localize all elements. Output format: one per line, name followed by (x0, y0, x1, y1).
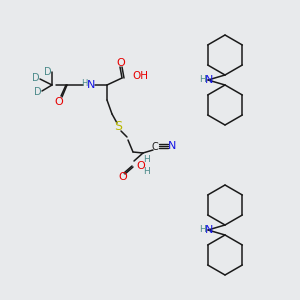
Text: C: C (152, 142, 158, 152)
Text: H: H (81, 79, 87, 88)
Text: D: D (44, 67, 52, 77)
Text: N: N (205, 225, 213, 235)
Text: D: D (34, 87, 42, 97)
Text: O: O (55, 97, 63, 107)
Text: O: O (117, 58, 125, 68)
Text: H: H (199, 74, 206, 83)
Text: S: S (114, 121, 122, 134)
Text: N: N (168, 141, 176, 151)
Text: OH: OH (132, 71, 148, 81)
Text: O: O (136, 161, 146, 171)
Text: H: H (144, 155, 150, 164)
Text: H: H (142, 167, 149, 176)
Text: D: D (32, 73, 40, 83)
Text: H: H (199, 224, 206, 233)
Text: O: O (118, 172, 127, 182)
Text: N: N (87, 80, 95, 90)
Text: N: N (205, 75, 213, 85)
